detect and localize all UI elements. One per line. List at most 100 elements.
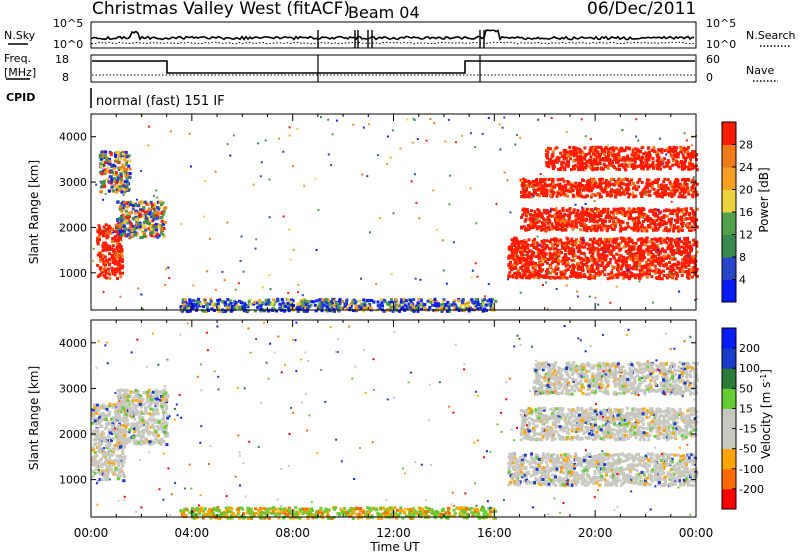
power-data-cell [158, 200, 162, 204]
power-data-cell [241, 305, 245, 309]
power-sparse-cell [92, 259, 95, 262]
power-data-cell [551, 150, 555, 154]
power-data-cell [669, 218, 673, 222]
power-data-cell [155, 211, 159, 214]
power-data-cell [589, 216, 593, 220]
power-data-cell [333, 309, 336, 313]
power-sparse-cell [577, 295, 580, 298]
power-data-cell [541, 180, 545, 183]
power-data-cell [103, 266, 107, 270]
power-data-cell [617, 256, 621, 260]
power-sparse-cell [327, 153, 330, 156]
power-data-cell [578, 187, 582, 191]
power-data-cell [610, 189, 614, 193]
power-data-cell [490, 300, 494, 304]
power-data-cell [671, 157, 675, 160]
power-data-cell [561, 228, 565, 232]
power-data-cell [662, 269, 666, 273]
power-data-cell [671, 266, 675, 270]
power-data-cell [429, 300, 433, 304]
power-data-cell [587, 226, 591, 229]
power-data-cell [604, 186, 608, 190]
power-data-cell [657, 251, 661, 255]
power-data-cell [585, 164, 589, 168]
power-data-cell [402, 300, 406, 304]
power-data-cell [543, 257, 547, 261]
power-sparse-cell [155, 189, 158, 192]
power-data-cell [603, 244, 607, 248]
power-sparse-cell [332, 300, 335, 303]
power-data-cell [113, 259, 117, 263]
power-data-cell [105, 232, 109, 236]
power-data-cell [543, 254, 547, 258]
power-data-cell [522, 225, 526, 229]
power-data-cell [649, 251, 653, 255]
power-data-cell [600, 147, 604, 151]
power-data-cell [538, 194, 542, 198]
power-data-cell [673, 154, 677, 158]
power-data-cell [635, 261, 639, 264]
power-data-cell [677, 152, 680, 156]
velocity-data-cell [106, 420, 110, 424]
power-sparse-cell [389, 156, 392, 159]
power-data-cell [577, 165, 580, 169]
power-data-cell [131, 224, 135, 228]
power-data-cell [559, 238, 563, 242]
power-data-cell [662, 216, 666, 220]
power-data-cell [192, 305, 196, 309]
power-data-cell [511, 267, 515, 271]
power-data-cell [617, 258, 621, 262]
power-data-cell [669, 212, 673, 216]
power-data-cell [564, 268, 568, 272]
power-data-cell [593, 162, 597, 166]
power-data-cell [120, 190, 124, 194]
power-sparse-cell [449, 174, 452, 177]
power-sparse-cell [629, 161, 632, 164]
power-sparse-cell [669, 272, 672, 275]
power-data-cell [533, 191, 537, 195]
power-data-cell [276, 298, 280, 302]
power-data-cell [637, 227, 641, 231]
power-data-cell [120, 181, 124, 185]
power-data-cell [592, 260, 596, 264]
power-data-cell [120, 251, 123, 255]
power-data-cell [261, 301, 265, 305]
power-data-cell [577, 244, 581, 248]
power-data-cell [655, 257, 659, 261]
power-data-cell [546, 217, 550, 221]
power-data-cell [685, 183, 689, 187]
power-data-cell [549, 271, 553, 275]
power-data-cell [312, 300, 316, 304]
power-data-cell [304, 299, 308, 303]
power-data-cell [283, 305, 287, 309]
power-data-cell [556, 262, 560, 266]
power-sparse-cell [390, 273, 393, 276]
power-data-cell [604, 181, 608, 185]
power-data-cell [561, 258, 565, 262]
power-data-cell [572, 159, 576, 163]
power-data-cell [674, 271, 678, 275]
power-data-cell [663, 177, 667, 181]
power-data-cell [442, 298, 446, 302]
power-data-cell [589, 219, 593, 223]
power-data-cell [433, 297, 437, 301]
power-data-cell [362, 307, 366, 311]
power-data-cell [662, 229, 666, 232]
power-sparse-cell [584, 169, 586, 172]
power-data-cell [255, 301, 259, 305]
power-data-cell [537, 254, 541, 257]
power-data-cell [627, 182, 631, 186]
power-data-cell [616, 242, 620, 246]
power-sparse-cell [678, 238, 681, 241]
power-data-cell [127, 154, 131, 158]
power-data-cell [640, 225, 643, 229]
power-data-cell [536, 263, 540, 267]
power-data-cell [525, 275, 529, 279]
power-sparse-cell [584, 254, 587, 257]
power-data-cell [134, 233, 137, 237]
power-data-cell [538, 225, 542, 229]
power-data-cell [569, 224, 573, 228]
power-data-cell [683, 179, 687, 183]
power-data-cell [362, 309, 365, 313]
